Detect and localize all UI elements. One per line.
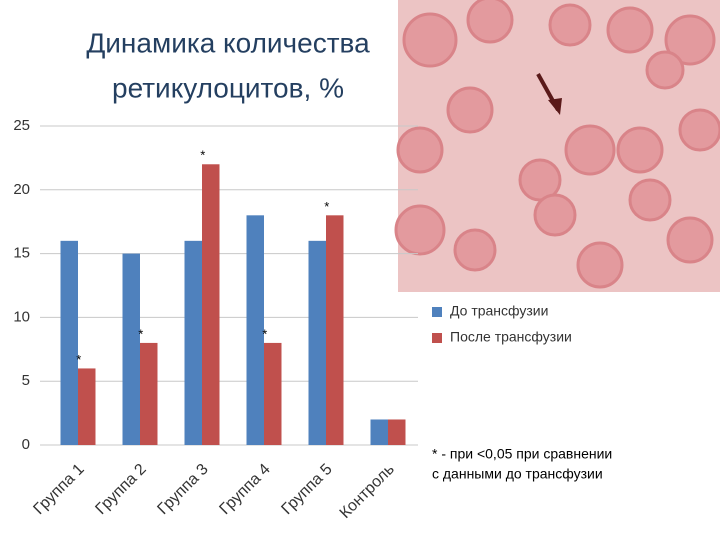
legend-swatch [432, 307, 442, 317]
x-tick-label: Группа 3 [154, 461, 211, 518]
bar [78, 368, 96, 445]
y-tick-label: 0 [22, 436, 30, 453]
bar [388, 419, 406, 445]
photo [394, 0, 720, 292]
x-tick-label: Группа 5 [278, 461, 335, 518]
bar [122, 253, 140, 445]
x-tick-label: Группа 4 [216, 461, 273, 518]
x-tick-label: Контроль [337, 461, 398, 522]
legend-swatch [432, 333, 442, 343]
y-tick-label: 5 [22, 372, 30, 389]
legend-label: После трансфузии [450, 329, 572, 345]
footnote: * - при <0,05 при сравнении [432, 446, 612, 462]
significance-marker: * [262, 326, 267, 341]
y-tick-label: 25 [13, 117, 30, 134]
significance-marker: * [76, 352, 81, 367]
significance-marker: * [138, 326, 143, 341]
title: ретикулоцитов, % [112, 72, 344, 103]
bar [264, 342, 282, 445]
legend-label: До трансфузии [450, 303, 548, 319]
footnote: с данными до трансфузии [432, 466, 603, 482]
bar [308, 240, 326, 445]
title: Динамика количества [86, 27, 370, 58]
significance-marker: * [200, 148, 205, 163]
significance-marker: * [324, 199, 329, 214]
x-tick-label: Группа 1 [30, 461, 87, 518]
y-tick-label: 20 [13, 181, 30, 198]
bar [326, 215, 344, 445]
bar [140, 342, 158, 445]
bar [184, 240, 202, 445]
y-tick-label: 10 [13, 308, 30, 325]
bar [202, 164, 220, 445]
bar [246, 215, 264, 445]
bar [60, 240, 78, 445]
bar [370, 419, 388, 445]
x-tick-label: Группа 2 [92, 461, 149, 518]
y-tick-label: 15 [13, 245, 30, 262]
